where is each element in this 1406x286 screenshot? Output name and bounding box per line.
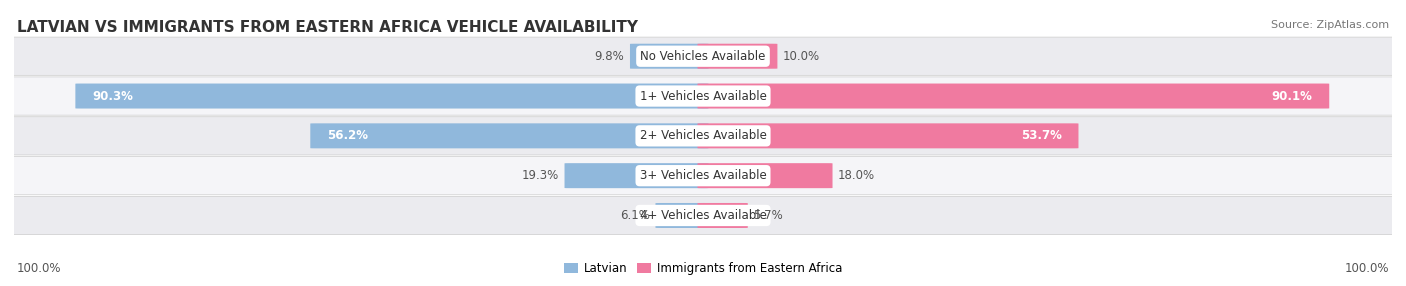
FancyBboxPatch shape — [697, 163, 832, 188]
FancyBboxPatch shape — [697, 123, 1078, 148]
Text: 5.7%: 5.7% — [754, 209, 783, 222]
FancyBboxPatch shape — [0, 77, 1406, 115]
FancyBboxPatch shape — [0, 37, 1406, 75]
Text: 6.1%: 6.1% — [620, 209, 650, 222]
FancyBboxPatch shape — [0, 196, 1406, 235]
Text: Source: ZipAtlas.com: Source: ZipAtlas.com — [1271, 20, 1389, 30]
FancyBboxPatch shape — [697, 84, 1329, 108]
Text: No Vehicles Available: No Vehicles Available — [640, 50, 766, 63]
Text: 3+ Vehicles Available: 3+ Vehicles Available — [640, 169, 766, 182]
Text: 10.0%: 10.0% — [783, 50, 820, 63]
FancyBboxPatch shape — [565, 163, 709, 188]
FancyBboxPatch shape — [630, 44, 709, 69]
Text: 100.0%: 100.0% — [17, 262, 62, 275]
FancyBboxPatch shape — [697, 203, 748, 228]
Text: 4+ Vehicles Available: 4+ Vehicles Available — [640, 209, 766, 222]
Legend: Latvian, Immigrants from Eastern Africa: Latvian, Immigrants from Eastern Africa — [560, 258, 846, 280]
Text: 18.0%: 18.0% — [838, 169, 875, 182]
FancyBboxPatch shape — [76, 84, 709, 108]
Text: 53.7%: 53.7% — [1021, 129, 1062, 142]
FancyBboxPatch shape — [655, 203, 709, 228]
FancyBboxPatch shape — [0, 117, 1406, 155]
FancyBboxPatch shape — [311, 123, 709, 148]
FancyBboxPatch shape — [697, 44, 778, 69]
Text: 1+ Vehicles Available: 1+ Vehicles Available — [640, 90, 766, 103]
Text: 56.2%: 56.2% — [326, 129, 368, 142]
Text: LATVIAN VS IMMIGRANTS FROM EASTERN AFRICA VEHICLE AVAILABILITY: LATVIAN VS IMMIGRANTS FROM EASTERN AFRIC… — [17, 20, 638, 35]
FancyBboxPatch shape — [0, 156, 1406, 195]
Text: 100.0%: 100.0% — [1344, 262, 1389, 275]
Text: 90.3%: 90.3% — [91, 90, 132, 103]
Text: 2+ Vehicles Available: 2+ Vehicles Available — [640, 129, 766, 142]
Text: 9.8%: 9.8% — [595, 50, 624, 63]
Text: 19.3%: 19.3% — [522, 169, 560, 182]
Text: 90.1%: 90.1% — [1272, 90, 1313, 103]
